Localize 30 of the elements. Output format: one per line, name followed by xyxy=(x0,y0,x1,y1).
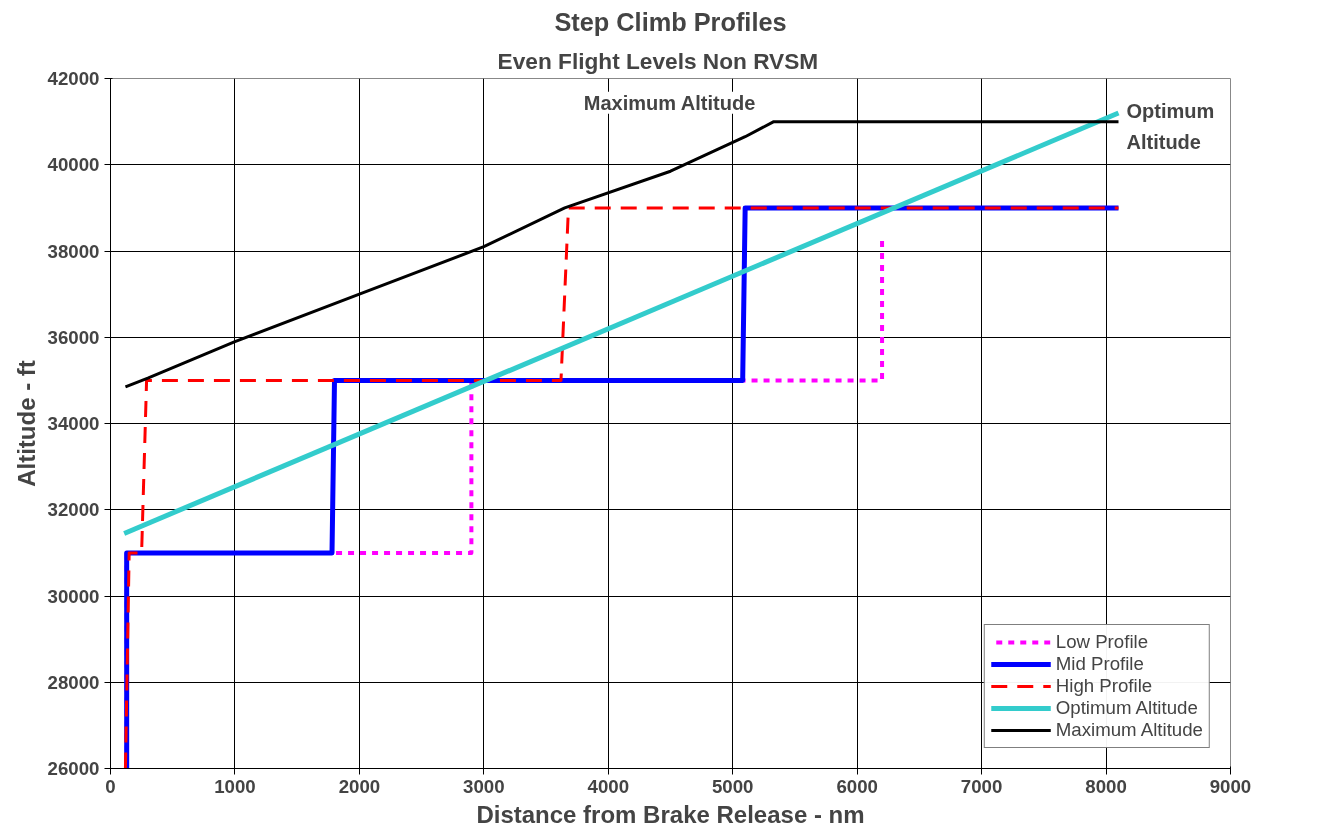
y-tick-label: 38000 xyxy=(47,240,100,262)
y-tick-label: 30000 xyxy=(47,585,100,607)
x-tick-label: 4000 xyxy=(587,775,630,797)
y-tick-label: 40000 xyxy=(47,154,100,176)
legend-label: Optimum Altitude xyxy=(1055,697,1198,719)
y-tick-label: 42000 xyxy=(47,68,100,89)
x-tick-label: 1000 xyxy=(214,775,256,797)
y-tick-label: 26000 xyxy=(47,758,100,779)
y-tick-label: 34000 xyxy=(47,413,100,434)
x-axis-title: Distance from Brake Release - nm xyxy=(476,800,865,828)
x-tick-label: 8000 xyxy=(1085,775,1127,797)
x-tick-label: 2000 xyxy=(338,775,381,797)
x-tick-label: 3000 xyxy=(463,775,505,797)
y-tick-label: 28000 xyxy=(47,671,100,693)
chart-subtitle: Even Flight Levels Non RVSM xyxy=(497,47,819,74)
annotation: Maximum Altitude xyxy=(583,91,756,114)
chart-title: Step Climb Profiles xyxy=(554,7,787,36)
legend-label: Low Profile xyxy=(1055,631,1149,653)
x-tick-label: 7000 xyxy=(960,775,1003,797)
y-tick-label: 36000 xyxy=(47,326,100,348)
annotation: Optimum Altitude xyxy=(1126,100,1215,153)
x-tick-label: 9000 xyxy=(1209,775,1252,797)
y-axis-title: Altitude - ft xyxy=(12,360,40,487)
x-tick-label: 5000 xyxy=(711,775,754,797)
x-tick-label: 6000 xyxy=(836,775,878,797)
legend-label: High Profile xyxy=(1055,675,1153,697)
y-tick-label: 32000 xyxy=(47,499,100,521)
legend-label: Mid Profile xyxy=(1055,653,1144,675)
legend-label: Maximum Altitude xyxy=(1055,719,1203,741)
x-tick-label: 0 xyxy=(105,775,116,797)
